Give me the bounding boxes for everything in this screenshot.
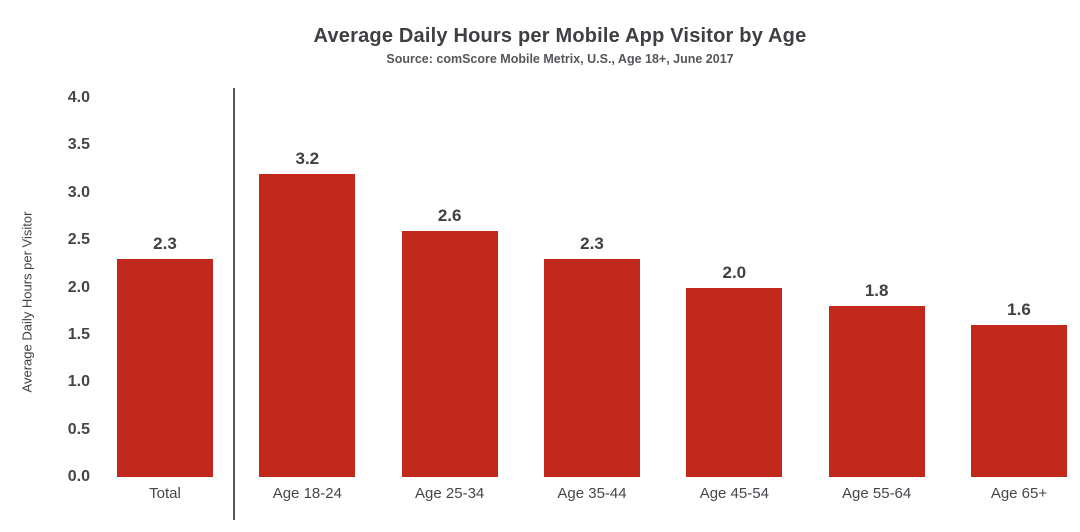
y-tick-label: 1.5 [67, 325, 90, 343]
y-tick-label: 2.0 [67, 278, 90, 296]
bar [259, 173, 356, 477]
bar-cell: 3.2 Age 18-24 [259, 98, 356, 502]
y-tick-label: 2.5 [67, 231, 90, 249]
x-tick-label: Total [149, 485, 181, 502]
bar-value-label: 2.3 [153, 234, 177, 254]
bar-cell: 2.3 Total [117, 98, 213, 502]
chart-header: Average Daily Hours per Mobile App Visit… [40, 25, 1080, 66]
bar-cell: 1.6 Age 65+ [970, 98, 1067, 502]
bar [828, 306, 925, 477]
y-tick-label: 0.0 [67, 468, 90, 485]
bar-value-label: 3.2 [295, 148, 320, 168]
chart-source: Source: comScore Mobile Metrix, U.S., Ag… [386, 52, 734, 66]
plot-area: 2.3 Total 3.2 Age 18-24 2.6 Age 25-34 2.3 Age 3… [117, 98, 1067, 502]
x-tick-label: Age 35-44 [557, 485, 627, 502]
y-tick-label: 3.0 [67, 183, 90, 201]
bar-value-label: 1.8 [864, 281, 889, 301]
y-tick-label: 4.0 [67, 89, 90, 106]
x-tick-label: Age 45-54 [699, 485, 769, 502]
bar-value-label: 2.0 [722, 262, 747, 282]
bar-cell: 2.0 Age 45-54 [686, 98, 783, 502]
bar-value-label: 1.6 [1007, 300, 1031, 320]
bar [970, 325, 1067, 477]
bar-value-label: 2.6 [437, 205, 462, 225]
y-tick-label: 0.5 [67, 420, 90, 438]
x-tick-label: Age 18-24 [272, 485, 342, 502]
y-tick-label: 3.5 [67, 136, 90, 154]
x-tick-label: Age 65+ [990, 485, 1048, 502]
y-tick-label: 1.0 [67, 373, 90, 391]
bar [686, 287, 783, 477]
chart-title: Average Daily Hours per Mobile App Visit… [313, 25, 807, 47]
y-axis-ticks: 4.0 3.5 3.0 2.5 2.0 1.5 1.0 0.5 0.0 [28, 89, 90, 485]
bar [543, 259, 640, 477]
bar [401, 230, 498, 477]
total-separator-line [233, 88, 235, 520]
bar-cell: 1.8 Age 55-64 [828, 98, 925, 502]
x-tick-label: Age 25-34 [415, 485, 485, 502]
bar-cell: 2.6 Age 25-34 [401, 98, 498, 502]
bar [117, 259, 213, 477]
bar-cell: 2.3 Age 35-44 [543, 98, 640, 502]
bar-value-label: 2.3 [580, 234, 604, 254]
x-tick-label: Age 55-64 [842, 485, 912, 502]
